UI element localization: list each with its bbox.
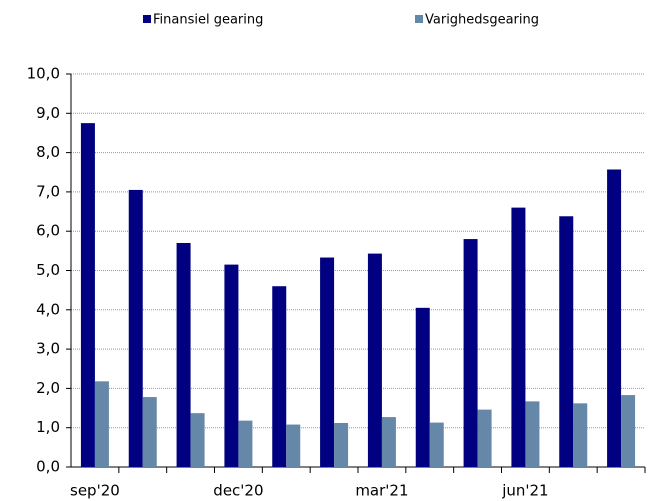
legend-swatch: [143, 15, 151, 23]
bar: [334, 422, 349, 467]
y-tick-label: 1,0: [36, 418, 60, 436]
bar: [272, 286, 287, 467]
bar: [286, 424, 301, 467]
x-tick-label: sep'20: [70, 482, 120, 500]
bar: [381, 417, 396, 467]
bar: [415, 307, 430, 467]
y-tick-label: 8,0: [36, 143, 60, 161]
legend-swatch: [415, 15, 423, 23]
bar: [142, 397, 157, 467]
y-tick-label: 9,0: [36, 104, 60, 122]
y-tick-label: 0,0: [36, 458, 60, 476]
y-tick-label: 2,0: [36, 379, 60, 397]
bar: [128, 189, 143, 467]
bar: [238, 420, 253, 467]
bar: [511, 207, 526, 467]
y-tick-label: 4,0: [36, 300, 60, 318]
bar: [525, 401, 540, 467]
bar: [429, 422, 444, 467]
bar: [190, 413, 205, 467]
bar: [320, 257, 335, 467]
y-tick-label: 10,0: [27, 65, 60, 83]
bar: [80, 123, 95, 467]
bar: [607, 169, 622, 467]
x-tick-label: mar'21: [355, 482, 408, 500]
bar: [463, 239, 478, 467]
bar: [477, 409, 492, 467]
legend-label: Varighedsgearing: [425, 13, 539, 28]
bar: [573, 403, 588, 467]
y-tick-label: 7,0: [36, 182, 60, 200]
bar: [176, 242, 191, 467]
bar: [559, 216, 574, 467]
bar: [224, 264, 239, 467]
bar: [94, 381, 109, 467]
legend-label: Finansiel gearing: [153, 13, 263, 28]
bar: [621, 395, 636, 467]
bar: [367, 253, 382, 467]
x-tick-label: jun'21: [501, 482, 548, 500]
x-tick-label: dec'20: [213, 482, 263, 500]
y-tick-label: 5,0: [36, 261, 60, 279]
y-tick-label: 6,0: [36, 222, 60, 240]
y-tick-label: 3,0: [36, 340, 60, 358]
